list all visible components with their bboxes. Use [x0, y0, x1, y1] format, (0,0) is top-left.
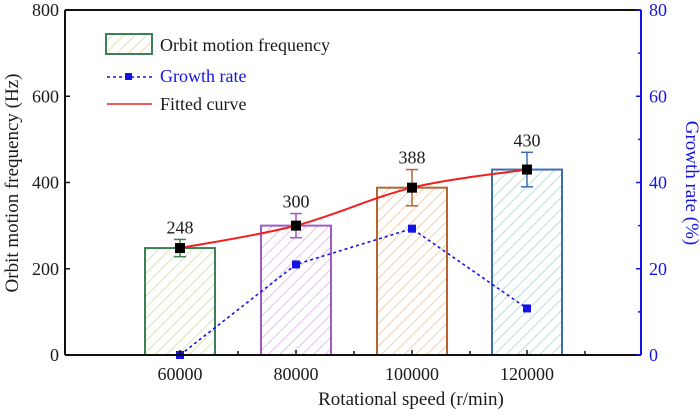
- x-tick-label: 120000: [500, 364, 554, 384]
- bar-120000: [491, 168, 563, 356]
- y2-axis-title: Growth rate (%): [681, 121, 700, 246]
- y-tick-label: 800: [32, 0, 59, 20]
- y-tick-label: 400: [32, 173, 59, 193]
- legend-label-growth-rate: Growth rate: [160, 66, 246, 86]
- y2-tick-label: 0: [649, 345, 658, 365]
- growth-rate-point-100000: [408, 224, 416, 233]
- bar-80000: [260, 224, 332, 356]
- y-tick-label: 600: [32, 86, 59, 106]
- lines-layer: [175, 164, 532, 359]
- data-label-120000: 430: [514, 130, 541, 150]
- x-tick-label: 60000: [158, 364, 203, 384]
- growth-rate-line: [179, 227, 528, 356]
- legend-item-orbit-frequency: Orbit motion frequency: [105, 33, 330, 55]
- legend: Orbit motion frequency Growth rate Fitte…: [105, 33, 330, 114]
- y2-tick-label: 80: [649, 0, 667, 20]
- data-label-80000: 300: [283, 192, 310, 212]
- x-axis-title: Rotational speed (r/min): [318, 389, 504, 410]
- mean-marker-120000: [522, 164, 532, 175]
- data-label-60000: 248: [167, 217, 194, 237]
- y-tick-label: 200: [32, 259, 59, 279]
- growth-rate-point-80000: [292, 260, 300, 269]
- y2-tick-label: 60: [649, 86, 667, 106]
- y2-tick-label: 20: [649, 259, 667, 279]
- y-tick-label: 0: [50, 345, 59, 365]
- fitted-curve-line: [179, 168, 528, 250]
- legend-label-orbit-frequency: Orbit motion frequency: [160, 35, 330, 55]
- legend-item-growth-rate: Growth rate: [107, 66, 246, 86]
- bar-60000: [144, 247, 216, 356]
- x-tick-label: 100000: [385, 364, 439, 384]
- y-axis-title: Orbit motion frequency (Hz): [2, 74, 23, 293]
- bar-100000: [376, 186, 448, 356]
- mean-marker-100000: [407, 182, 417, 193]
- growth-rate-point-120000: [523, 304, 531, 313]
- legend-swatch-hatched-bar: [105, 33, 153, 55]
- axes-layer: 0 200 400 600 800 0 20 40 60 80 60000 80000 100000 12…: [32, 0, 667, 384]
- legend-item-fitted-curve: Fitted curve: [107, 94, 246, 114]
- y2-tick-label: 40: [649, 173, 667, 193]
- legend-marker-square: [125, 73, 132, 80]
- mean-marker-80000: [291, 220, 301, 231]
- x-tick-label: 80000: [274, 364, 319, 384]
- data-label-100000: 388: [399, 148, 426, 168]
- legend-label-fitted-curve: Fitted curve: [160, 94, 246, 114]
- mean-marker-60000: [175, 243, 185, 254]
